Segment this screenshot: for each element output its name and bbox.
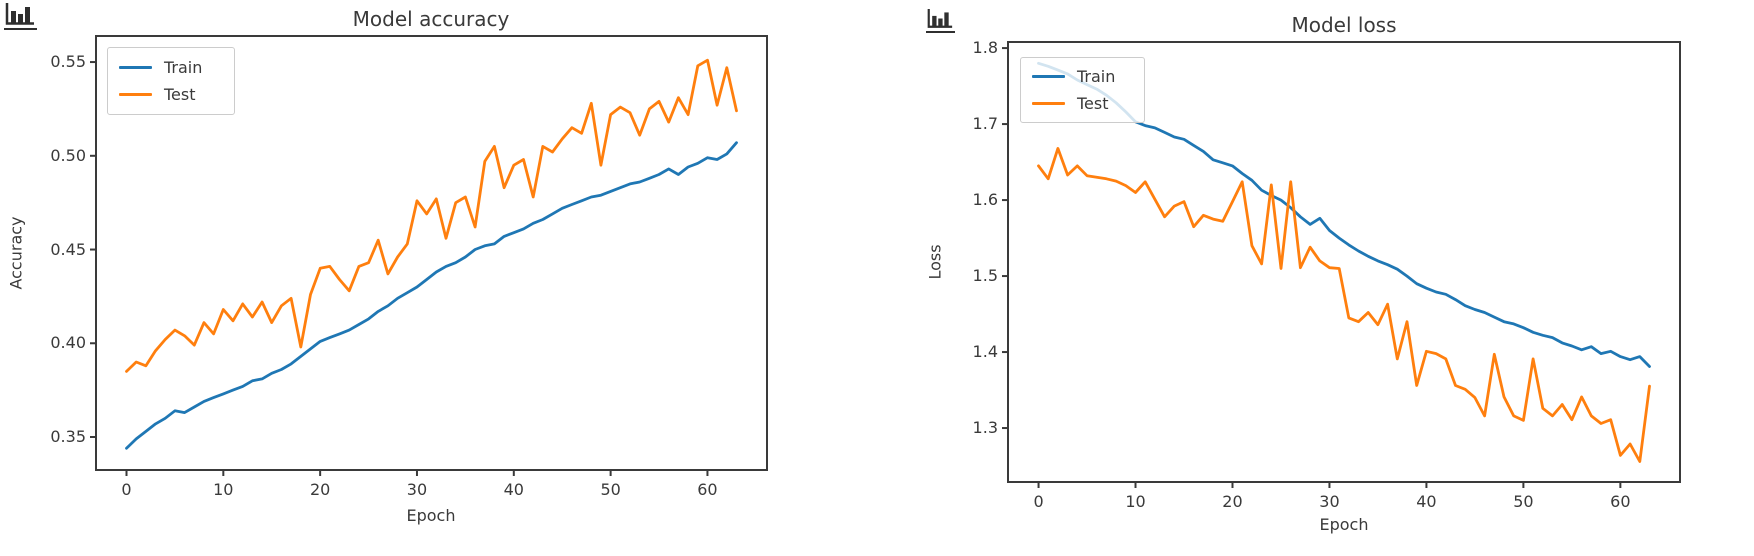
legend-label: Test bbox=[164, 84, 196, 104]
legend-label: Train bbox=[164, 57, 203, 77]
chart-title: Model loss bbox=[1291, 13, 1397, 37]
x-tick-label: 40 bbox=[503, 480, 524, 499]
loss-plot-area bbox=[1002, 41, 1681, 488]
y-tick-label: 1.3 bbox=[972, 418, 998, 438]
train-line-sample bbox=[1032, 75, 1065, 78]
y-tick-label: 0.50 bbox=[50, 145, 86, 165]
test-line-sample bbox=[1032, 102, 1065, 105]
x-tick-label: 20 bbox=[1222, 492, 1243, 511]
x-tick-label: 50 bbox=[600, 480, 621, 499]
x-tick-label: 60 bbox=[697, 480, 718, 499]
legend-label: Train bbox=[1077, 66, 1116, 86]
x-tick-label: 60 bbox=[1610, 492, 1631, 511]
test-line-sample bbox=[119, 93, 152, 96]
model-loss-figure: Model loss Loss Epoch Train Test 0 10 20 30… bbox=[910, 0, 1754, 556]
legend-label: Test bbox=[1077, 93, 1109, 113]
y-tick-label: 1.6 bbox=[972, 190, 998, 210]
x-tick-label: 50 bbox=[1513, 492, 1534, 511]
train-line-sample bbox=[119, 66, 152, 69]
y-tick-label: 1.5 bbox=[972, 266, 998, 286]
legend: Train Test bbox=[1020, 57, 1145, 123]
bar-chart-image-icon bbox=[926, 8, 955, 33]
x-axis-label: Epoch bbox=[406, 506, 456, 525]
model-accuracy-figure: Model accuracy Accuracy Epoch Train Test… bbox=[0, 0, 790, 556]
y-tick-label: 1.8 bbox=[972, 38, 998, 58]
y-tick-label: 0.55 bbox=[50, 52, 86, 72]
x-tick-label: 0 bbox=[1033, 492, 1044, 511]
legend-entry-train: Train bbox=[119, 57, 222, 77]
x-tick-label: 10 bbox=[213, 480, 234, 499]
x-tick-label: 40 bbox=[1416, 492, 1437, 511]
legend: Train Test bbox=[107, 47, 235, 115]
y-tick-label: 0.45 bbox=[50, 239, 86, 259]
legend-entry-test: Test bbox=[119, 84, 222, 104]
y-tick-label: 1.4 bbox=[972, 342, 998, 362]
y-tick-label: 0.35 bbox=[50, 427, 86, 446]
y-tick-label: 0.40 bbox=[50, 333, 86, 353]
chart-title: Model accuracy bbox=[352, 7, 510, 31]
accuracy-plot-area bbox=[90, 35, 768, 476]
x-tick-label: 20 bbox=[309, 480, 331, 499]
legend-entry-train: Train bbox=[1032, 66, 1132, 86]
bar-chart-image-icon bbox=[4, 2, 37, 30]
y-tick-label: 1.7 bbox=[972, 114, 998, 134]
legend-entry-test: Test bbox=[1032, 93, 1132, 113]
x-axis-label: Epoch bbox=[1319, 515, 1369, 534]
x-tick-label: 10 bbox=[1125, 492, 1146, 511]
x-tick-label: 30 bbox=[406, 480, 428, 499]
x-tick-label: 30 bbox=[1319, 492, 1340, 511]
x-tick-label: 0 bbox=[121, 480, 132, 499]
